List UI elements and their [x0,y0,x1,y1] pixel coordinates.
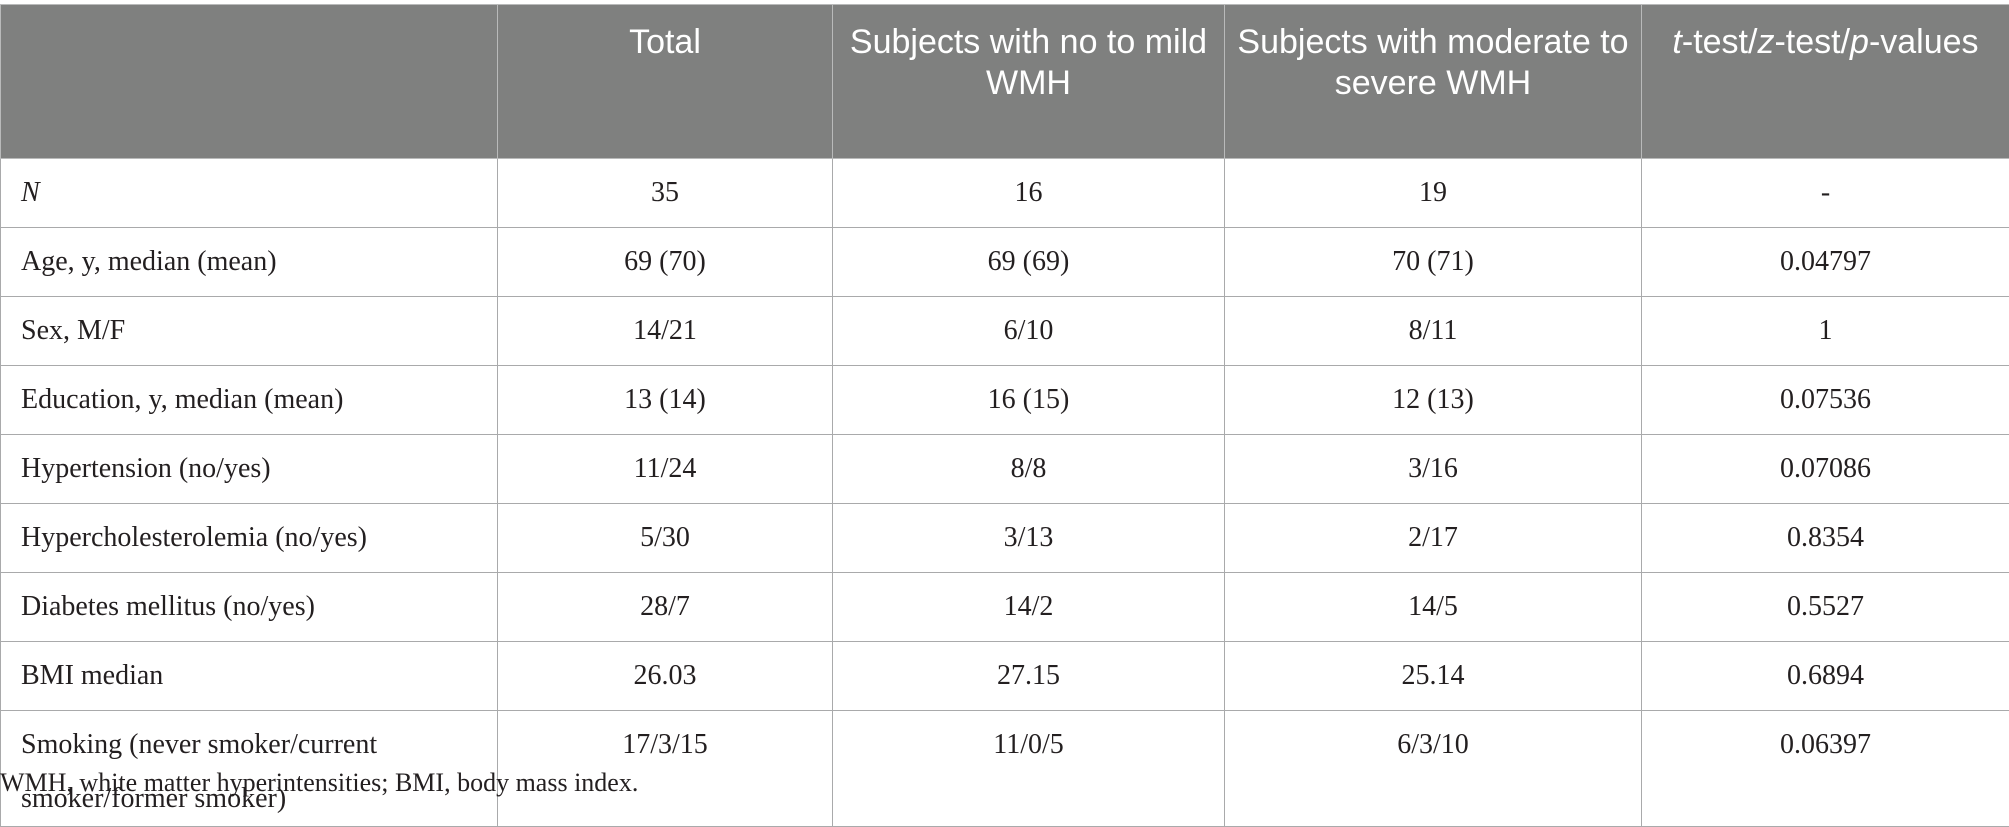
header-no-to-mild-wmh: Subjects with no to mild WMH [833,5,1225,159]
cell-p-value: 0.5527 [1642,573,2009,642]
header-t-symbol: t [1672,23,1681,61]
table-row-n: N 35 16 19 - [1,159,2009,228]
cell-total: 28/7 [498,573,833,642]
header-empty-cell [1,5,498,159]
row-label: Hypercholesterolemia (no/yes) [1,504,498,573]
cell-mild: 8/8 [833,435,1225,504]
cell-p-value: 0.6894 [1642,642,2009,711]
cell-total: 14/21 [498,297,833,366]
header-sep-2: -test/ [1774,23,1850,61]
header-p-symbol: p [1850,23,1869,61]
cell-mild: 3/13 [833,504,1225,573]
cell-severe: 70 (71) [1225,228,1642,297]
row-label: Diabetes mellitus (no/yes) [1,573,498,642]
row-label: Education, y, median (mean) [1,366,498,435]
cell-severe: 3/16 [1225,435,1642,504]
row-label: Sex, M/F [1,297,498,366]
row-label: Hypertension (no/yes) [1,435,498,504]
cell-mild: 11/0/5 [833,711,1225,827]
table-header-row: Total Subjects with no to mild WMH Subje… [1,5,2009,159]
cell-total: 35 [498,159,833,228]
cell-p-value: 0.04797 [1642,228,2009,297]
cell-total: 13 (14) [498,366,833,435]
table-footnote: WMH, white matter hyperintensities; BMI,… [0,768,638,798]
table-row-hypertension: Hypertension (no/yes) 11/24 8/8 3/16 0.0… [1,435,2009,504]
cell-severe: 2/17 [1225,504,1642,573]
cell-mild: 69 (69) [833,228,1225,297]
cell-severe: 8/11 [1225,297,1642,366]
table-row-education: Education, y, median (mean) 13 (14) 16 (… [1,366,2009,435]
cell-p-value: 0.07536 [1642,366,2009,435]
cell-mild: 6/10 [833,297,1225,366]
cell-mild: 27.15 [833,642,1225,711]
cell-p-value: 1 [1642,297,2009,366]
cell-total: 5/30 [498,504,833,573]
table-row-age: Age, y, median (mean) 69 (70) 69 (69) 70… [1,228,2009,297]
table-row-bmi: BMI median 26.03 27.15 25.14 0.6894 [1,642,2009,711]
cell-mild: 16 [833,159,1225,228]
data-table-container: Total Subjects with no to mild WMH Subje… [0,4,2009,827]
table-row-diabetes: Diabetes mellitus (no/yes) 28/7 14/2 14/… [1,573,2009,642]
demographics-table: Total Subjects with no to mild WMH Subje… [0,4,2009,827]
row-label: N [1,159,498,228]
header-total: Total [498,5,833,159]
cell-severe: 14/5 [1225,573,1642,642]
header-z-symbol: z [1757,23,1774,61]
cell-severe: 12 (13) [1225,366,1642,435]
row-label: Age, y, median (mean) [1,228,498,297]
table-row-sex: Sex, M/F 14/21 6/10 8/11 1 [1,297,2009,366]
cell-severe: 19 [1225,159,1642,228]
cell-total: 26.03 [498,642,833,711]
header-tail: -values [1869,23,1979,61]
row-label: BMI median [1,642,498,711]
cell-p-value: 0.06397 [1642,711,2009,827]
cell-total: 69 (70) [498,228,833,297]
cell-severe: 6/3/10 [1225,711,1642,827]
cell-p-value: - [1642,159,2009,228]
cell-p-value: 0.8354 [1642,504,2009,573]
cell-p-value: 0.07086 [1642,435,2009,504]
cell-total: 11/24 [498,435,833,504]
cell-mild: 16 (15) [833,366,1225,435]
cell-severe: 25.14 [1225,642,1642,711]
header-sep-1: -test/ [1682,23,1758,61]
header-moderate-to-severe-wmh: Subjects with moderate to severe WMH [1225,5,1642,159]
cell-mild: 14/2 [833,573,1225,642]
table-row-hypercholesterolemia: Hypercholesterolemia (no/yes) 5/30 3/13 … [1,504,2009,573]
header-test-values: t-test/z-test/p-values [1642,5,2009,159]
